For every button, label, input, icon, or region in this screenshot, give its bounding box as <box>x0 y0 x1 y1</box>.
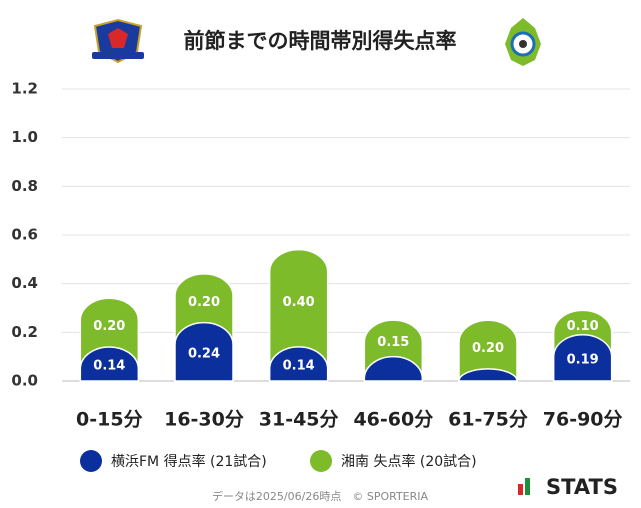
bar-segment <box>363 355 424 382</box>
y-tick-label: 0.0 <box>11 372 38 390</box>
bar-segment <box>174 321 234 382</box>
y-tick-label: 1.0 <box>11 128 38 146</box>
data-label: 0.20 <box>93 319 125 334</box>
y-tick-label: 0.8 <box>11 177 38 195</box>
bar-segment <box>458 368 518 382</box>
bar-segment <box>552 334 613 382</box>
chart-title: 前節までの時間帯別得失点率 <box>184 29 457 53</box>
legend-label: 湘南 失点率 (20試合) <box>341 453 477 470</box>
bar-segment <box>268 346 329 382</box>
data-label: 0.10 <box>567 319 599 334</box>
y-tick-label: 0.2 <box>11 323 38 341</box>
brand-logo: STATS <box>518 475 618 499</box>
data-label: 0.19 <box>567 352 599 367</box>
bar-segment <box>458 319 518 382</box>
data-label: 0.15 <box>377 335 409 350</box>
legend-marker <box>310 450 332 472</box>
data-label: 0.20 <box>188 295 220 310</box>
x-tick-label: 16-30分 <box>164 409 244 431</box>
x-tick-label: 61-75分 <box>448 409 528 431</box>
x-tick-label: 76-90分 <box>543 409 623 431</box>
data-label: 0.14 <box>93 358 125 373</box>
x-tick-label: 31-45分 <box>259 409 339 431</box>
legend-label: 横浜FM 得点率 (21試合) <box>111 453 267 470</box>
bar-segment <box>79 346 140 382</box>
data-label: 0.14 <box>283 358 315 373</box>
y-tick-label: 1.2 <box>11 80 38 98</box>
y-tick-label: 0.4 <box>11 274 38 292</box>
bar-segment <box>268 248 329 382</box>
data-label: 0.20 <box>472 341 504 356</box>
footer: データは2025/06/26時点 © SPORTERIA <box>212 489 429 503</box>
away-logo <box>505 18 541 66</box>
brand: STATS <box>546 475 618 499</box>
x-tick-label: 46-60分 <box>353 409 433 431</box>
y-tick-label: 0.6 <box>11 226 38 244</box>
home-logo <box>92 18 144 64</box>
data-label: 0.40 <box>283 295 315 310</box>
legend-marker <box>80 450 102 472</box>
x-tick-label: 0-15分 <box>76 409 143 431</box>
data-label: 0.24 <box>188 346 220 361</box>
